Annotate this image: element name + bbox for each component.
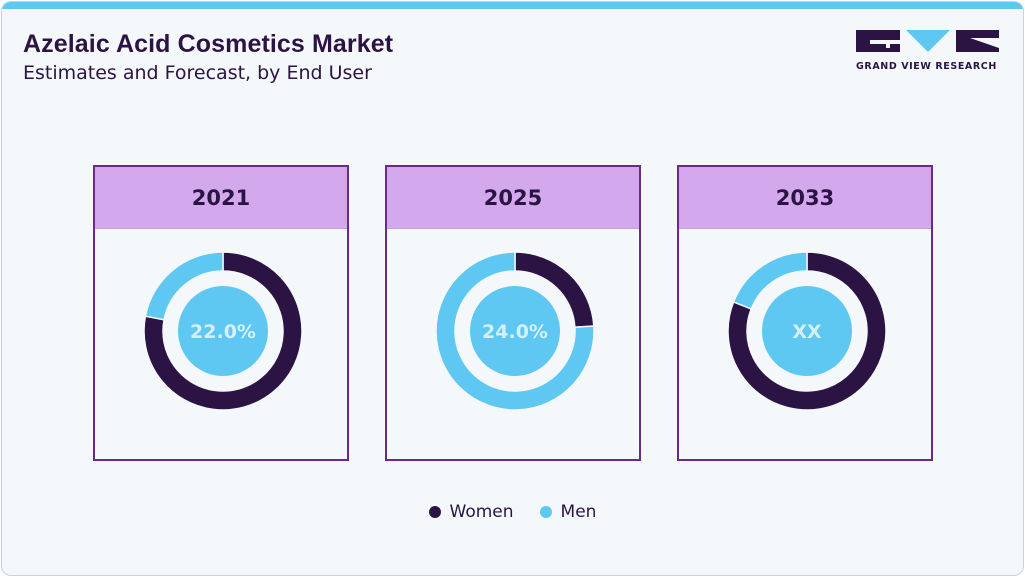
gvr-logo-icon [856,30,999,52]
donut-chart-2025: 24.0% [435,251,595,411]
donut-slice-women [727,251,887,411]
panel-2025: 2025 24.0% [385,165,641,461]
logo-text: GRAND VIEW RESEARCH [856,61,997,72]
panel-year: 2025 [387,167,639,229]
legend: Women Men [2,502,1023,522]
donut-slice-women [143,251,303,411]
accent-bar [2,2,1023,9]
panel-2033: 2033 XX [677,165,933,461]
panel-2021: 2021 22.0% [93,165,349,461]
donut-center-label: 22.0% [190,321,256,343]
donut-slice-men [144,251,224,321]
donut-center-disc [178,286,268,376]
donut-chart-2021: 22.0% [143,251,303,411]
legend-label: Women [449,502,514,522]
donut-chart-2033: XX [727,251,887,411]
donut-center-disc [762,286,852,376]
chart-title: Azelaic Acid Cosmetics Market [23,30,394,58]
legend-label: Men [560,502,597,522]
donut-center-disc [470,286,560,376]
legend-dot-women [428,506,441,518]
chart-subtitle: Estimates and Forecast, by End User [23,62,372,84]
donut-slice-men [435,251,595,411]
donut-center-label: 24.0% [482,321,548,343]
legend-item-men: Men [539,502,597,522]
panel-year: 2021 [95,167,347,229]
grand-view-research-logo: GRAND VIEW RESEARCH [856,30,1001,75]
legend-item-women: Women [428,502,514,522]
donut-center-label: XX [792,321,822,343]
legend-dot-men [539,506,552,518]
donut-slice-men [732,251,808,310]
panel-year: 2033 [679,167,931,229]
